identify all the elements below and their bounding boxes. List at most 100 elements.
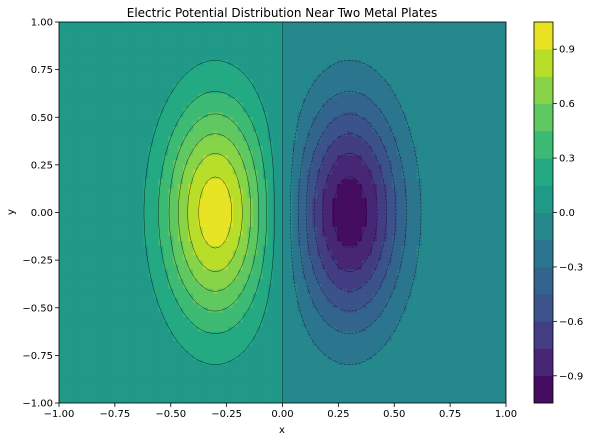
contour-cell bbox=[208, 202, 214, 209]
contour-cell bbox=[322, 298, 328, 304]
contour-cell bbox=[93, 398, 100, 403]
contour-cell bbox=[232, 155, 239, 161]
contour-cell bbox=[188, 188, 194, 195]
contour-cell bbox=[123, 164, 130, 171]
contour-cell bbox=[267, 393, 274, 399]
contour-cell bbox=[292, 379, 298, 385]
contour-cell bbox=[88, 155, 95, 161]
contour-cell bbox=[183, 383, 189, 390]
contour-cell bbox=[366, 60, 373, 66]
contour-cell bbox=[108, 374, 115, 380]
contour-cell bbox=[257, 226, 264, 233]
contour-cell bbox=[327, 198, 333, 204]
contour-cell bbox=[292, 179, 298, 185]
contour-cell bbox=[203, 160, 209, 166]
contour-cell bbox=[247, 341, 254, 347]
contour-cell bbox=[143, 155, 149, 161]
contour-cell bbox=[232, 264, 239, 271]
contour-cell bbox=[332, 260, 338, 266]
contour-cell bbox=[193, 312, 199, 318]
contour-cell bbox=[143, 198, 149, 204]
contour-cell bbox=[257, 217, 264, 223]
contour-cell bbox=[163, 145, 169, 152]
contour-cell bbox=[68, 241, 75, 247]
contour-cell bbox=[83, 274, 90, 280]
contour-cell bbox=[88, 136, 95, 142]
contour-cell bbox=[262, 302, 269, 309]
contour-cell bbox=[262, 231, 269, 237]
contour-cell bbox=[168, 374, 174, 380]
contour-cell bbox=[282, 322, 289, 328]
contour-cell bbox=[292, 74, 298, 80]
contour-cell bbox=[198, 231, 204, 237]
contour-cell bbox=[63, 350, 70, 356]
contour-cell bbox=[113, 50, 120, 56]
contour-cell bbox=[128, 350, 135, 356]
contour-cell bbox=[193, 231, 199, 237]
contour-cell bbox=[277, 374, 284, 380]
contour-cell bbox=[292, 45, 298, 52]
contour-cell bbox=[307, 226, 313, 233]
contour-cell bbox=[98, 326, 105, 333]
contour-cell bbox=[158, 183, 164, 190]
contour-cell bbox=[78, 131, 85, 137]
contour-cell bbox=[148, 193, 154, 199]
contour-cell bbox=[88, 160, 95, 166]
contour-cell bbox=[143, 250, 149, 256]
contour-cell bbox=[282, 202, 289, 209]
contour-cell bbox=[63, 388, 70, 395]
contour-cell bbox=[272, 107, 279, 114]
contour-cell bbox=[232, 288, 239, 295]
contour-cell bbox=[317, 217, 323, 223]
contour-cell bbox=[73, 107, 80, 114]
contour-cell bbox=[297, 274, 303, 280]
contour-cell bbox=[68, 302, 75, 309]
contour-cell bbox=[277, 331, 284, 337]
contour-cell bbox=[212, 136, 219, 142]
contour-cell bbox=[217, 188, 224, 195]
contour-cell bbox=[361, 360, 368, 366]
contour-cell bbox=[158, 198, 164, 204]
contour-cell bbox=[227, 393, 234, 399]
contour-cell bbox=[287, 183, 294, 190]
contour-cell bbox=[222, 298, 229, 304]
contour-cell bbox=[282, 183, 289, 190]
contour-cell bbox=[342, 22, 348, 28]
contour-cell bbox=[103, 336, 110, 342]
contour-cell bbox=[198, 388, 204, 395]
contour-cell bbox=[188, 169, 194, 175]
contour-cell bbox=[357, 150, 363, 156]
contour-cell bbox=[93, 312, 100, 318]
contour-cell bbox=[287, 374, 294, 380]
contour-cell bbox=[158, 398, 164, 403]
contour-cell bbox=[63, 226, 70, 233]
contour-cell bbox=[188, 331, 194, 337]
contour-cell bbox=[133, 55, 140, 61]
contour-cell bbox=[287, 212, 294, 218]
contour-cell bbox=[297, 64, 303, 71]
contour-cell bbox=[158, 250, 164, 256]
contour-cell bbox=[208, 293, 214, 299]
contour-cell bbox=[257, 379, 264, 385]
contour-cell bbox=[138, 288, 145, 295]
contour-cell bbox=[272, 293, 279, 299]
contour-cell bbox=[88, 207, 95, 214]
contour-cell bbox=[148, 379, 154, 385]
contour-cell bbox=[272, 98, 279, 104]
contour-cell bbox=[208, 69, 214, 75]
contour-cell bbox=[257, 45, 264, 52]
contour-cell bbox=[322, 222, 328, 228]
contour-cell bbox=[128, 169, 135, 175]
contour-cell bbox=[59, 145, 65, 152]
contour-cell bbox=[193, 212, 199, 218]
contour-cell bbox=[148, 222, 154, 228]
contour-cell bbox=[267, 226, 274, 233]
contour-cell bbox=[272, 241, 279, 247]
contour-cell bbox=[183, 364, 189, 371]
contour-cell bbox=[267, 241, 274, 247]
contour-cell bbox=[59, 360, 65, 366]
contour-cell bbox=[78, 269, 85, 276]
contour-cell bbox=[188, 207, 194, 214]
contour-cell bbox=[332, 226, 338, 233]
contour-cell bbox=[83, 307, 90, 314]
